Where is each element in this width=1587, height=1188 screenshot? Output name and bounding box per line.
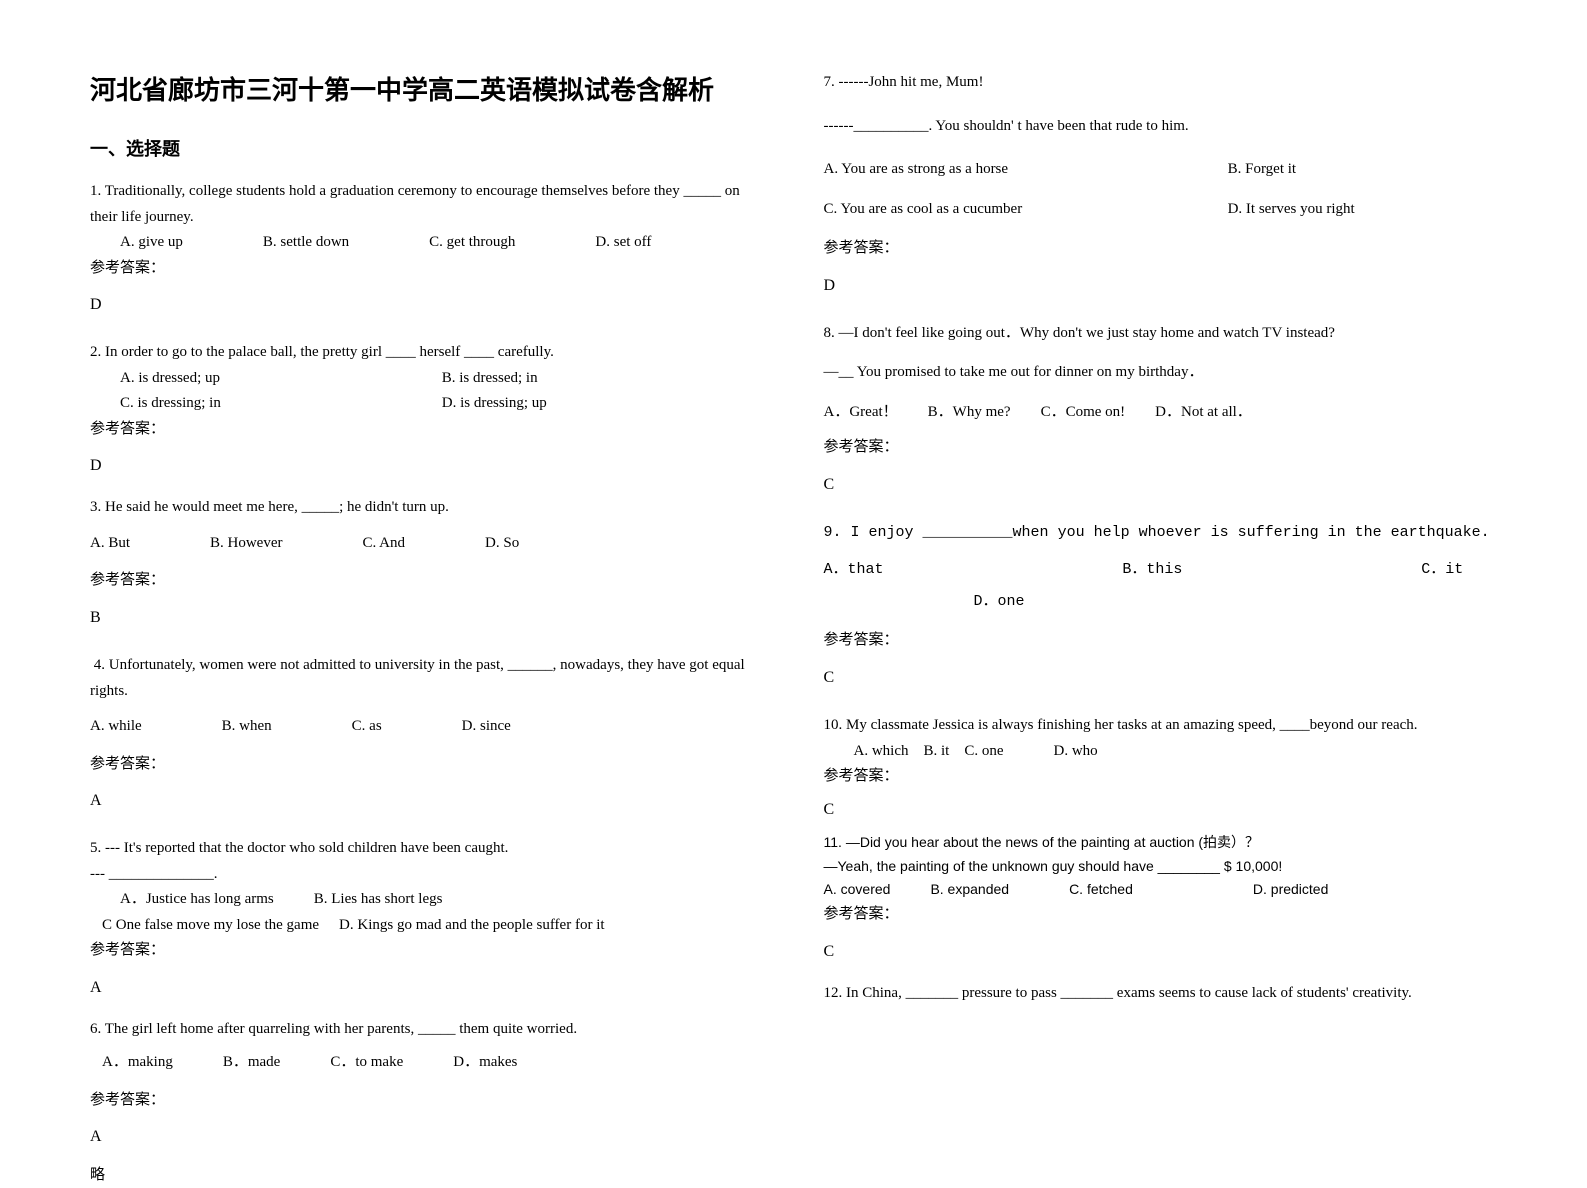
q5-stem: 5. --- It's reported that the doctor who…	[90, 836, 764, 862]
q6-extra: 略	[90, 1163, 764, 1188]
q10-stem: 10. My classmate Jessica is always finis…	[824, 713, 1498, 739]
question-1: 1. Traditionally, college students hold …	[90, 179, 764, 330]
q1-options: A. give up B. settle down C. get through…	[90, 230, 764, 256]
q5-answer: A	[90, 974, 764, 1001]
right-column: 7. ------John hit me, Mum! ------_______…	[794, 70, 1498, 1082]
q11-stem2: —Yeah, the painting of the unknown guy s…	[824, 855, 1498, 879]
q7-stem: 7. ------John hit me, Mum!	[824, 70, 1498, 96]
q4-answer: A	[90, 787, 764, 814]
answer-label: 参考答案：	[90, 1088, 764, 1114]
q2-options-r1: A. is dressed; up B. is dressed; in	[90, 366, 764, 392]
answer-label: 参考答案：	[824, 902, 1498, 928]
question-12: 12. In China, _______ pressure to pass _…	[824, 981, 1498, 1007]
page: 河北省廊坊市三河十第一中学高二英语模拟试卷含解析 一、选择题 1. Tradit…	[0, 0, 1587, 1122]
q10-answer: C	[824, 796, 1498, 823]
question-4: 4. Unfortunately, women were not admitte…	[90, 653, 764, 826]
question-3: 3. He said he would meet me here, _____;…	[90, 495, 764, 643]
q11-stem: 11. —Did you hear about the news of the …	[824, 831, 1498, 855]
q8-options: A．Great！ B．Why me? C．Come on! D．Not at a…	[824, 400, 1498, 426]
question-8: 8. —I don't feel like going out．Why don'…	[824, 321, 1498, 510]
question-2: 2. In order to go to the palace ball, th…	[90, 340, 764, 491]
q10-options: A. which B. it C. one D. who	[824, 739, 1498, 765]
q3-stem: 3. He said he would meet me here, _____;…	[90, 495, 764, 521]
answer-label: 参考答案：	[824, 628, 1498, 654]
answer-label: 参考答案：	[90, 417, 764, 443]
question-11: 11. —Did you hear about the news of the …	[824, 831, 1498, 977]
q2-options-r2: C. is dressing; in D. is dressing; up	[90, 391, 764, 417]
doc-title: 河北省廊坊市三河十第一中学高二英语模拟试卷含解析	[90, 70, 764, 107]
q9-options-r2: D．one	[824, 589, 1498, 615]
q7-options-r2: C. You are as cool as a cucumber D. It s…	[824, 197, 1498, 223]
question-7: 7. ------John hit me, Mum! ------_______…	[824, 70, 1498, 311]
answer-label: 参考答案：	[90, 752, 764, 778]
q3-options: A. But B. However C. And D. So	[90, 531, 764, 557]
q9-options-r1: A．that B．this C．it	[824, 557, 1464, 583]
q1-stem: 1. Traditionally, college students hold …	[90, 179, 764, 230]
answer-label: 参考答案：	[824, 764, 1498, 790]
question-9: 9. I enjoy __________when you help whoev…	[824, 520, 1498, 703]
q7-options-r1: A. You are as strong as a horse B. Forge…	[824, 157, 1498, 183]
left-column: 河北省廊坊市三河十第一中学高二英语模拟试卷含解析 一、选择题 1. Tradit…	[90, 70, 794, 1082]
q6-options: A．making B．made C．to make D．makes	[90, 1050, 764, 1076]
q2-stem: 2. In order to go to the palace ball, th…	[90, 340, 764, 366]
section-header: 一、选择题	[90, 135, 764, 161]
q1-answer: D	[90, 291, 764, 318]
question-5: 5. --- It's reported that the doctor who…	[90, 836, 764, 1013]
q2-answer: D	[90, 452, 764, 479]
answer-label: 参考答案：	[90, 568, 764, 594]
q12-stem: 12. In China, _______ pressure to pass _…	[824, 981, 1498, 1007]
q9-answer: C	[824, 664, 1498, 691]
q4-options: A. while B. when C. as D. since	[90, 714, 764, 740]
q4-stem: 4. Unfortunately, women were not admitte…	[90, 653, 764, 704]
q7-answer: D	[824, 272, 1498, 299]
q8-stem2: —__ You promised to take me out for dinn…	[824, 360, 1498, 386]
question-6: 6. The girl left home after quarreling w…	[90, 1017, 764, 1188]
q11-answer: C	[824, 938, 1498, 965]
q5-options-r1: A．Justice has long arms B. Lies has shor…	[90, 887, 764, 913]
q11-options: A. covered B. expanded C. fetched D. pre…	[824, 878, 1498, 902]
answer-label: 参考答案：	[824, 236, 1498, 262]
q5-stem2: --- ______________.	[90, 862, 764, 888]
question-10: 10. My classmate Jessica is always finis…	[824, 713, 1498, 827]
answer-label: 参考答案：	[90, 938, 764, 964]
answer-label: 参考答案：	[824, 435, 1498, 461]
q8-answer: C	[824, 471, 1498, 498]
answer-label: 参考答案：	[90, 256, 764, 282]
q5-options-r2: C One false move my lose the game D. Kin…	[90, 913, 764, 939]
q3-answer: B	[90, 604, 764, 631]
q9-stem: 9. I enjoy __________when you help whoev…	[824, 520, 1498, 546]
q6-answer: A	[90, 1123, 764, 1150]
q6-stem: 6. The girl left home after quarreling w…	[90, 1017, 764, 1043]
q8-stem: 8. —I don't feel like going out．Why don'…	[824, 321, 1498, 347]
q7-stem2: ------__________. You shouldn' t have be…	[824, 114, 1498, 140]
